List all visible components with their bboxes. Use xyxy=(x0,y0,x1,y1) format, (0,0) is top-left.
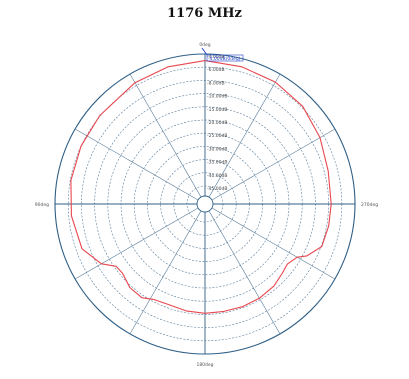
grid-spoke xyxy=(129,210,202,335)
grid-spoke xyxy=(208,210,281,335)
series-line xyxy=(70,60,332,314)
marker-box xyxy=(206,54,244,62)
radial-tick-label: -10.00dB xyxy=(207,94,227,100)
center-hub xyxy=(196,195,214,213)
marker-label: -4.00dB(0deg) xyxy=(208,56,241,62)
marker-group: -4.00dB(0deg) xyxy=(201,47,244,62)
pattern-series xyxy=(70,60,332,314)
grid-spoke xyxy=(74,207,199,280)
direction-labels: 0deg 270deg 180deg 90deg xyxy=(35,42,378,368)
direction-label: 180deg xyxy=(196,362,213,368)
marker-pointer xyxy=(201,47,208,56)
radial-tick-label: -45.00dB xyxy=(207,186,227,192)
direction-label: 0deg xyxy=(199,42,210,48)
chart-title: 1176 MHz xyxy=(167,6,242,21)
radial-tick-label: -6.00dB xyxy=(207,67,225,73)
grid-spoke xyxy=(74,128,199,201)
radial-tick-label: -20.00dB xyxy=(207,120,227,126)
direction-label: 90deg xyxy=(35,202,49,208)
radial-tick-label: -4.00dB xyxy=(207,54,225,60)
radial-tick-label: -35.00dB xyxy=(207,160,227,166)
radial-tick-label: -40.00dB xyxy=(207,173,227,179)
grid-spoke xyxy=(208,73,281,198)
radial-tick-label: -30.00dB xyxy=(207,146,227,152)
direction-label: 270deg xyxy=(361,202,378,208)
radial-tick-label: -8.00dB xyxy=(207,80,225,86)
radial-tick-label: -15.00dB xyxy=(207,107,227,113)
grid-spoke xyxy=(211,207,336,280)
radial-tick-label: -25.00dB xyxy=(207,133,227,139)
grid-spoke xyxy=(211,128,336,201)
radial-tick-labels: -4.00dB -6.00dB -8.00dB -10.00dB -15.00dB -20… xyxy=(207,54,227,192)
polar-grid xyxy=(54,53,356,355)
grid-spoke xyxy=(129,73,202,198)
